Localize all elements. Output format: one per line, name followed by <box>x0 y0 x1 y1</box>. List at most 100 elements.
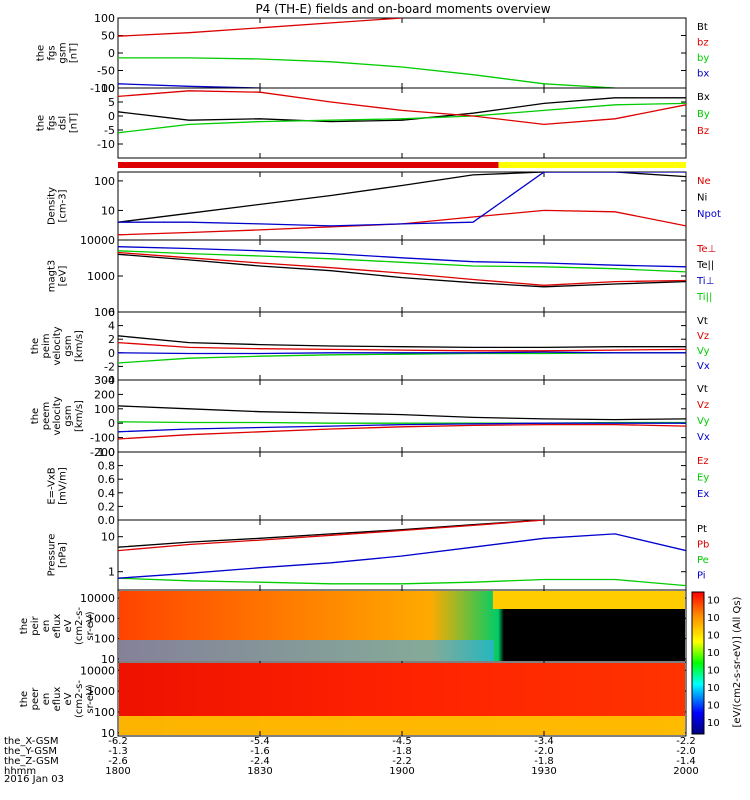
panel-3: 10000 1000 100 magt3 [eV] Te⊥ Te|| Ti⊥ Ti|| <box>47 234 717 319</box>
y-tick-label: 5 <box>108 96 115 109</box>
orbit-row-label: the_Y-GSM <box>4 746 57 757</box>
heatmap-lowband <box>119 640 494 661</box>
y-axis-label: sr-eV) <box>85 684 96 713</box>
y-axis-label: peer <box>30 687 41 711</box>
legend-entry: Ni <box>697 193 707 204</box>
y-axis-label: [nT] <box>69 113 80 133</box>
legend-entry: Vy <box>697 346 710 357</box>
orbit-row-value: -2.0 <box>534 746 554 757</box>
y-tick-label: 10000 <box>80 592 115 605</box>
legend-entry: by <box>697 53 709 64</box>
y-axis-label: E=-VxB <box>47 467 58 504</box>
y-tick-label: 10000 <box>80 234 115 247</box>
y-axis-label: [km/s] <box>74 330 85 362</box>
series-line-Vz <box>118 341 686 352</box>
orbit-row-label: the_Z-GSM <box>4 756 59 767</box>
orbit-row-value: -1.6 <box>250 746 270 757</box>
y-tick-label: 0 <box>108 47 115 60</box>
orbit-row-label: hhmm <box>4 766 36 777</box>
orbit-row-value: -1.8 <box>534 756 554 767</box>
orbit-row-value: -1.4 <box>676 756 696 767</box>
legend-entry: Bx <box>697 92 710 103</box>
y-axis-label: eV <box>63 692 74 705</box>
y-tick-label: 1000 <box>87 685 115 698</box>
legend-entry: Vx <box>697 432 710 443</box>
orbit-row-value: 1830 <box>247 766 272 777</box>
legend-entry: Ey <box>697 473 709 484</box>
y-axis-label: fgs <box>47 115 58 130</box>
legend-entry: Te|| <box>696 260 714 271</box>
y-tick-label: 1000 <box>87 612 115 625</box>
legend-entry: Ez <box>697 456 709 467</box>
y-axis-label: the <box>36 115 47 131</box>
series-line-Ti⊥ <box>118 246 686 268</box>
y-tick-label: 10000 <box>80 664 115 677</box>
series-line-bz <box>118 18 403 37</box>
panel-0: 100 50 0 -50 -100 the fgs gsm [nT] Bt bz by bx <box>36 12 710 95</box>
mode-bar <box>118 162 686 168</box>
y-tick-label: 0.8 <box>98 460 116 473</box>
y-axis-label: the <box>19 618 30 634</box>
y-tick-label: -50 <box>97 65 115 78</box>
y-tick-label: 10 <box>101 531 115 544</box>
y-tick-label: -10 <box>97 138 115 151</box>
orbit-row-value: 1930 <box>531 766 556 777</box>
series-line-Te|| <box>118 253 686 288</box>
y-axis-label: en <box>41 693 52 706</box>
y-tick-label: -100 <box>90 82 115 95</box>
y-tick-label: -2 <box>104 360 115 373</box>
legend-entry: Vz <box>697 331 709 342</box>
y-tick-label: 0.4 <box>98 487 116 500</box>
orbit-footer: the_X-GSM -6.2 -5.4 -4.5 -3.4 -2.2 the_Y-GSM -1… <box>4 736 699 777</box>
legend-entry: By <box>697 109 710 120</box>
series-line-Vt <box>118 405 686 421</box>
legend-entry: Bz <box>697 126 709 137</box>
series-group <box>118 18 616 88</box>
panel-6: 1.00.80.60.40.20.0 E=-VxB [mV/m] Ez Ey Ex <box>47 446 710 527</box>
colorbar-tick-label: 10 <box>707 631 720 642</box>
y-axis-label: sr-eV) <box>85 611 96 640</box>
series-line-bx <box>118 83 261 88</box>
legend-entry: Vt <box>697 384 708 395</box>
orbit-row-value: -4.5 <box>392 736 412 747</box>
y-tick-label: 1.0 <box>98 446 116 459</box>
y-axis-label: [mV/m] <box>58 467 69 505</box>
colorbar-tick-label: 10 <box>707 683 720 694</box>
legend-entry: Npot <box>697 209 721 220</box>
orbit-row-value: 1900 <box>389 766 414 777</box>
y-axis-label: velocity <box>52 396 63 435</box>
orbit-row-value: -2.2 <box>676 736 696 747</box>
orbit-row-value: -3.4 <box>534 736 554 747</box>
y-axis-label: eV <box>63 619 74 632</box>
series-line-By <box>118 102 686 134</box>
y-axis-label: the <box>30 338 41 354</box>
legend-entry: Pb <box>697 540 709 551</box>
y-axis-label: [km/s] <box>74 400 85 432</box>
y-tick-label: -100 <box>90 432 115 445</box>
y-axis-label: gsm <box>58 42 69 63</box>
y-tick-label: 200 <box>94 388 115 401</box>
y-axis-label: [cm-3] <box>58 189 69 222</box>
y-tick-label: 0 <box>108 347 115 360</box>
legend-entry: Pt <box>697 524 707 535</box>
y-tick-label: 10 <box>101 727 115 740</box>
colorbar-label: [eV/(cm2-s-sr-eV)] (All Qs) <box>732 596 743 727</box>
mode-bar-fast <box>498 162 686 168</box>
y-axis-label: [eV] <box>58 266 69 287</box>
panel-9: 10000 1000 100 10 the peer en eflux eV (cm2-s-sr-… <box>19 661 687 740</box>
figure-title: P4 (TH-E) fields and on-board moments ov… <box>255 2 550 16</box>
orbit-row-value: -5.4 <box>250 736 270 747</box>
legend-entry: Te⊥ <box>696 244 716 255</box>
series-line-Pt <box>118 520 545 548</box>
y-axis-label: [nT] <box>69 43 80 63</box>
y-tick-label: 10 <box>101 204 115 217</box>
series-group <box>118 246 686 288</box>
orbit-row-value: -1.8 <box>392 746 412 757</box>
y-tick-label: 6 <box>108 306 115 319</box>
y-tick-label: -200 <box>90 446 115 459</box>
orbit-row-value: 1800 <box>105 766 130 777</box>
orbit-row-value: -6.2 <box>108 736 128 747</box>
